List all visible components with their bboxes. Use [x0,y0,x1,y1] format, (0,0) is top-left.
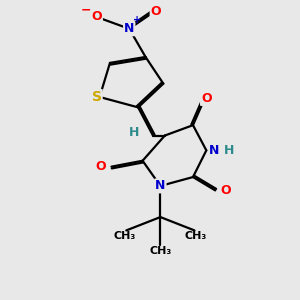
Text: H: H [128,126,139,139]
Text: O: O [220,184,231,197]
Text: O: O [151,4,161,17]
Text: N: N [124,22,134,35]
Text: O: O [96,160,106,173]
Text: CH₃: CH₃ [149,246,172,256]
Text: N: N [155,179,166,192]
Text: O: O [91,11,102,23]
Text: CH₃: CH₃ [185,231,207,241]
Text: CH₃: CH₃ [114,231,136,241]
Text: −: − [81,3,92,16]
Text: +: + [134,16,142,26]
Text: O: O [201,92,211,105]
Text: N: N [209,144,220,157]
Text: S: S [92,90,102,104]
Text: H: H [224,144,234,157]
